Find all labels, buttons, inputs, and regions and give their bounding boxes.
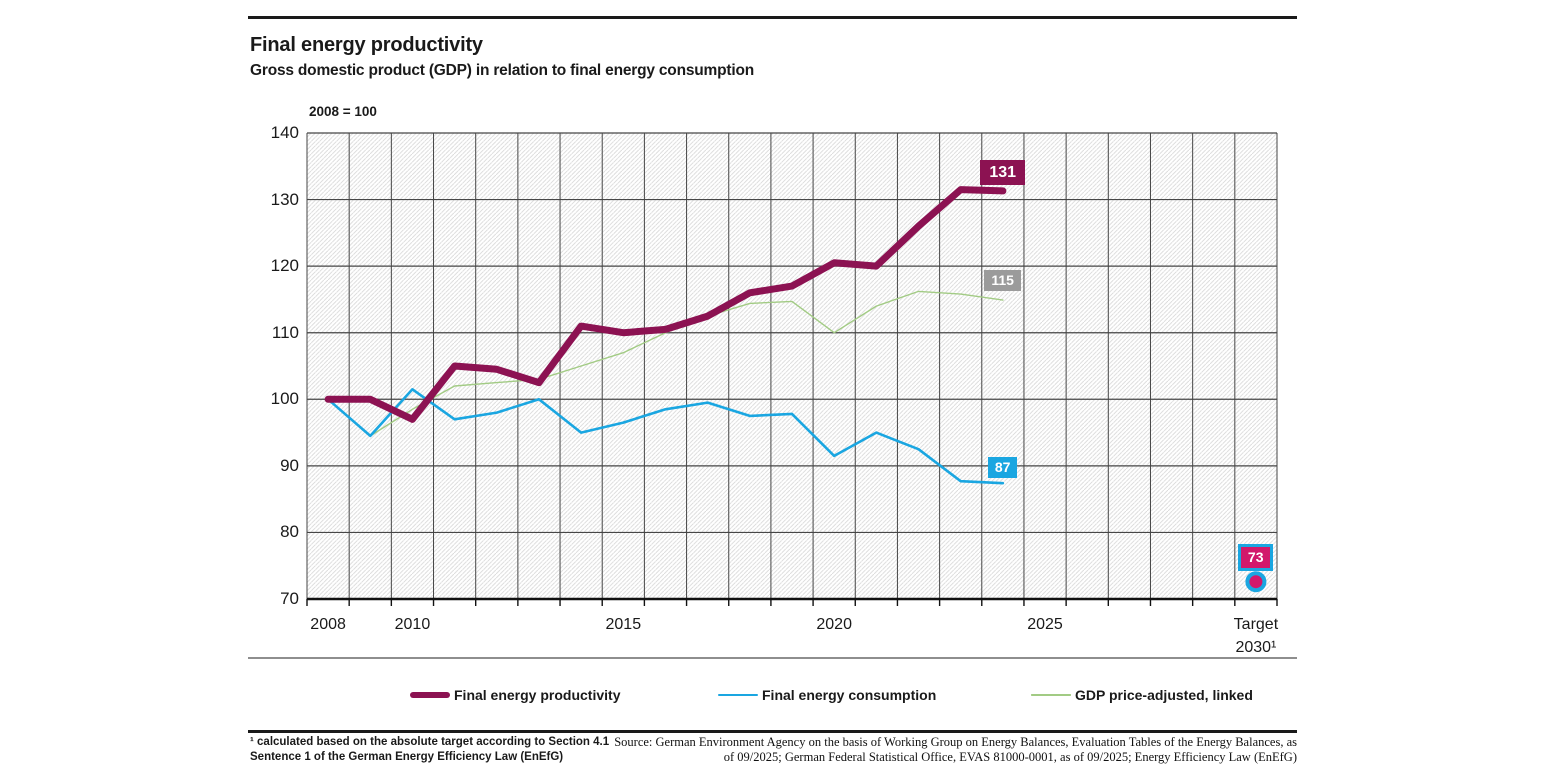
axis-unit-label: 2008 = 100 (309, 104, 377, 119)
legend-label: Final energy productivity (454, 687, 621, 703)
source-line: Source: German Environment Agency on the… (614, 735, 1297, 749)
source-attribution: Source: German Environment Agency on the… (614, 735, 1297, 765)
series-line-2 (324, 186, 1007, 423)
x-tick-label: 2010 (394, 616, 431, 633)
y-tick-label: 70 (280, 589, 299, 608)
plot-area: 140 130 120 110 100 90 80 70 2008 2010 2015 2020 202… (271, 123, 1279, 656)
legend-item-consumption: Final energy consumption (718, 686, 936, 704)
y-tick-label: 110 (271, 322, 299, 342)
x-tick-label: 2020 (816, 616, 852, 633)
y-tick-label: 90 (280, 455, 299, 475)
legend-item-gdp: GDP price-adjusted, linked (1031, 686, 1253, 704)
series-line-1 (326, 387, 1005, 485)
source-line: of 09/2025; German Federal Statistical O… (723, 750, 1297, 764)
consumption-line-swatch (718, 693, 758, 697)
chart-title: Final energy productivity (250, 34, 483, 56)
legend: Final energy productivity Final energy c… (0, 686, 1545, 704)
footer-rule (248, 730, 1297, 733)
x-tick-label: 2025 (1027, 616, 1063, 633)
y-tick-label: 130 (270, 189, 299, 209)
x-tick-label: 2008 (310, 616, 346, 633)
footnote: ¹ calculated based on the absolute targe… (250, 735, 609, 765)
productivity-line-swatch (410, 692, 450, 698)
legend-label: Final energy consumption (762, 687, 937, 703)
chart-canvas (306, 132, 1278, 606)
top-rule (248, 16, 1297, 19)
legend-label: GDP price-adjusted, linked (1075, 687, 1253, 703)
x-tick-label: Target 2030¹ (1233, 616, 1279, 656)
footnote-line: Sentence 1 of the German Energy Efficien… (250, 751, 564, 763)
y-tick-label: 100 (270, 389, 299, 409)
y-tick-label: 80 (280, 522, 299, 542)
x-tick-label: 2015 (605, 616, 642, 633)
data-label-131: 131 (980, 159, 1026, 185)
footnote-line: ¹ calculated based on the absolute targe… (250, 736, 610, 748)
target-2030-marker (1245, 571, 1267, 593)
y-tick-label: 140 (270, 123, 299, 142)
axis-footer-divider (248, 657, 1297, 659)
y-tick-label: 120 (270, 256, 299, 276)
data-label-87: 87 (987, 456, 1018, 478)
legend-item-productivity: Final energy productivity (410, 686, 620, 704)
chart-subtitle: Gross domestic product (GDP) in relation… (250, 62, 754, 79)
data-label-115: 115 (984, 270, 1021, 292)
gdp-line-swatch (1031, 694, 1071, 696)
data-label-73: 73 (1237, 544, 1274, 572)
